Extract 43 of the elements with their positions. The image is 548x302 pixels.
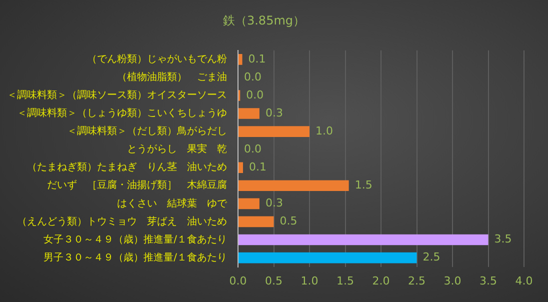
data-label: 0.1	[248, 52, 266, 66]
data-label: 0.3	[265, 106, 283, 120]
y-tick-label: 男子３０～４９（歳）推進量/１食あたり	[44, 251, 227, 264]
bar	[238, 252, 417, 264]
bar	[238, 180, 349, 192]
data-label: 0.0	[244, 142, 262, 156]
x-tick-label: 0.0	[229, 274, 247, 288]
y-tick-label: ＜調味料類＞（調味ソース類）オイスターソース	[7, 89, 227, 102]
data-label: 0.0	[246, 88, 264, 102]
x-tick-label: 1.0	[300, 274, 318, 288]
y-tick-label: 女子３０～４９（歳）推進量/１食あたり	[44, 233, 227, 246]
bar	[238, 162, 244, 174]
bar	[238, 126, 310, 137]
x-tick-label: 3.5	[480, 274, 497, 288]
y-tick-label: （たまねぎ類）たまねぎ りん茎 油いため	[27, 161, 227, 174]
x-tick-label: 1.5	[336, 274, 354, 288]
x-tick-label: 3.0	[444, 274, 462, 288]
x-tick-label: 2.5	[408, 274, 426, 288]
y-tick-label: （えんどう類）トウミョウ 芽ばえ 油いため	[17, 215, 227, 228]
bar	[238, 198, 260, 210]
data-label: 0.1	[249, 160, 267, 174]
data-label: 2.5	[422, 250, 440, 264]
data-label: 1.0	[316, 124, 333, 138]
data-label: 3.5	[494, 232, 512, 246]
y-tick-label: とうがらし 果実 乾	[127, 143, 227, 156]
x-tick-label: 4.0	[515, 274, 533, 288]
y-tick-label: はくさい 結球葉 ゆで	[117, 197, 228, 210]
bar	[238, 108, 260, 119]
bar	[238, 216, 274, 228]
bar	[238, 54, 242, 65]
data-label: 0.3	[265, 196, 283, 210]
y-tick-label: （植物油脂類） ごま油	[117, 71, 227, 84]
x-tick-label: 2.0	[372, 274, 390, 288]
y-tick-label: ＜調味料類＞（しょうゆ類）こいくちしょうゆ	[17, 107, 227, 120]
chart-title: 鉄（3.85mg）	[222, 13, 306, 28]
data-label: 0.5	[280, 214, 298, 228]
y-tick-label: （でん粉類）じゃがいもでん粉	[87, 53, 227, 66]
x-tick-label: 0.5	[265, 274, 282, 288]
data-label: 0.0	[244, 70, 262, 84]
y-tick-label: だいず ［豆腐・油揚げ類］ 木綿豆腐	[47, 179, 227, 192]
bar	[238, 234, 488, 246]
data-label: 1.5	[354, 178, 372, 192]
y-tick-label: ＜調味料類＞（だし類）鳥がらだし	[67, 125, 227, 138]
